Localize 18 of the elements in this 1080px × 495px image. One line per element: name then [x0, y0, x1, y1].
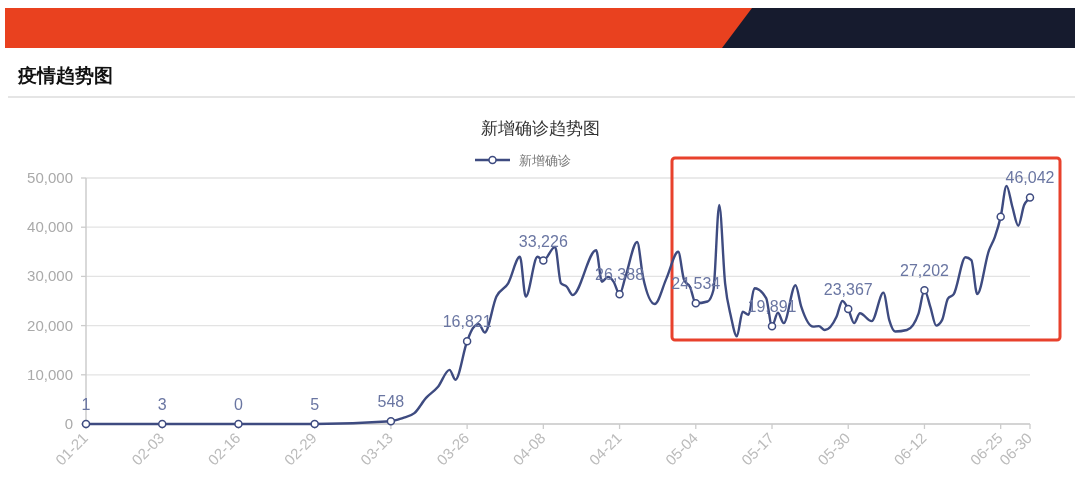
y-tick-label: 30,000	[27, 267, 73, 285]
data-label: 23,367	[823, 281, 873, 299]
data-label: 0	[234, 396, 243, 413]
title: 疫情趋势图	[18, 65, 113, 86]
data-label: 1	[81, 396, 91, 413]
y-tick-label: 50,000	[27, 169, 73, 186]
y-tick-label: 20,000	[27, 316, 73, 334]
y-tick-label: 10,000	[27, 365, 73, 383]
subtitle: 新增确诊趋势图	[480, 119, 600, 138]
y-tick-label: 40,000	[27, 218, 73, 236]
data-label: 27,202	[900, 262, 949, 280]
data-label: 46,042	[1005, 169, 1055, 187]
data-label: 33,226	[518, 232, 568, 250]
data-label: 3	[157, 396, 167, 413]
data-label: 5	[310, 396, 320, 413]
legend-label: 新增确诊	[519, 153, 571, 168]
y-tick-label: 0	[64, 415, 73, 432]
data-label: 548	[377, 393, 405, 411]
